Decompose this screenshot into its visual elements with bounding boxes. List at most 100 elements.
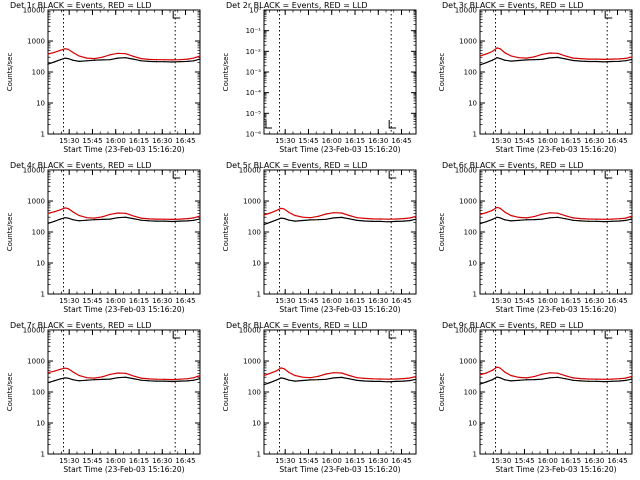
y-tick-label: 10⁻⁵ bbox=[246, 110, 262, 118]
events-point bbox=[580, 380, 582, 382]
events-point bbox=[603, 61, 605, 63]
x-tick-label: 16:15 bbox=[561, 137, 581, 145]
events-point bbox=[491, 59, 494, 61]
events-series-line bbox=[479, 376, 633, 385]
events-point bbox=[269, 221, 271, 223]
lld-point bbox=[124, 53, 127, 55]
lld-point bbox=[193, 377, 195, 379]
lld-point bbox=[491, 50, 494, 53]
lld-point bbox=[518, 376, 520, 379]
events-point bbox=[340, 216, 343, 218]
events-point bbox=[572, 379, 574, 381]
panel-det-7: Det 7r BLACK = Events, RED = LLD 1 10 100 10… bbox=[6, 321, 201, 474]
y-tick-label: 1 bbox=[41, 131, 45, 139]
events-point bbox=[186, 380, 189, 382]
events-point bbox=[193, 219, 195, 221]
y-tick-label: 10⁻² bbox=[246, 48, 262, 56]
events-point bbox=[595, 220, 597, 222]
lld-point bbox=[631, 375, 633, 377]
bracket-flag bbox=[604, 331, 613, 339]
events-point bbox=[294, 220, 296, 222]
x-axis-label: Start Time (23-Feb-03 15:16:20) bbox=[279, 465, 400, 474]
events-point bbox=[163, 220, 165, 222]
events-point bbox=[348, 218, 350, 220]
x-tick-label: 16:15 bbox=[345, 457, 365, 465]
events-point bbox=[491, 218, 494, 220]
events-point bbox=[179, 380, 181, 382]
x-tick-label: 15:45 bbox=[298, 137, 318, 145]
events-point bbox=[479, 383, 481, 385]
lld-point bbox=[611, 378, 613, 380]
lld-point bbox=[595, 58, 597, 60]
plot-frame bbox=[47, 329, 201, 455]
lld-point bbox=[78, 214, 80, 217]
events-point bbox=[541, 58, 543, 60]
x-tick-label: 15:30 bbox=[59, 137, 79, 145]
events-point bbox=[533, 218, 535, 221]
lld-point bbox=[53, 370, 55, 372]
lld-point bbox=[485, 53, 487, 55]
lld-point bbox=[525, 57, 528, 59]
lld-point bbox=[86, 377, 88, 379]
panel-title: Det 8r BLACK = Events, RED = LLD bbox=[226, 321, 368, 330]
events-point bbox=[479, 223, 481, 225]
lld-point bbox=[580, 218, 582, 220]
x-tick-label: 16:45 bbox=[607, 137, 627, 145]
events-point bbox=[541, 218, 543, 220]
events-point bbox=[395, 380, 397, 382]
lld-point bbox=[140, 217, 142, 219]
events-point bbox=[155, 380, 158, 382]
bracket-flag bbox=[388, 120, 397, 129]
x-axis-label: Start Time (23-Feb-03 15:16:20) bbox=[495, 145, 616, 154]
events-point bbox=[309, 379, 312, 381]
y-axis-label: Counts/sec bbox=[438, 53, 446, 92]
lld-point bbox=[618, 58, 621, 60]
events-point bbox=[409, 379, 411, 382]
events-point bbox=[518, 379, 520, 381]
events-point bbox=[415, 218, 417, 220]
x-tick-label: 16:00 bbox=[322, 137, 342, 145]
events-point bbox=[485, 62, 487, 64]
plot-frame bbox=[47, 169, 201, 295]
y-tick-label: 1 bbox=[41, 451, 45, 459]
y-axis-label: Counts/sec bbox=[222, 213, 230, 252]
events-point bbox=[117, 217, 119, 219]
lld-point bbox=[549, 52, 551, 54]
events-point bbox=[504, 219, 506, 221]
lld-point bbox=[402, 378, 405, 380]
events-point bbox=[53, 220, 55, 222]
events-point bbox=[86, 219, 88, 221]
events-point bbox=[53, 61, 55, 63]
lld-point bbox=[309, 217, 312, 219]
events-point bbox=[193, 60, 195, 62]
events-point bbox=[67, 377, 69, 379]
events-point bbox=[387, 221, 389, 223]
lld-point bbox=[364, 377, 366, 379]
lld-point bbox=[510, 214, 512, 217]
events-point bbox=[356, 379, 358, 382]
lld-point bbox=[132, 215, 134, 217]
lld-point bbox=[72, 371, 74, 373]
panel-det-1: Det 1r BLACK = Events, RED = LLD 1 10 100 10… bbox=[6, 1, 201, 154]
x-tick-label: 15:45 bbox=[298, 457, 318, 465]
x-tick-label: 16:30 bbox=[368, 137, 388, 145]
x-tick-label: 16:30 bbox=[368, 457, 388, 465]
events-point bbox=[93, 59, 96, 61]
y-tick-label: 10 bbox=[36, 260, 45, 268]
lld-point bbox=[140, 58, 142, 60]
lld-point bbox=[186, 218, 189, 220]
panel-title: Det 9r BLACK = Events, RED = LLD bbox=[442, 321, 584, 330]
x-axis-label: Start Time (23-Feb-03 15:16:20) bbox=[63, 145, 184, 154]
lld-point bbox=[533, 56, 535, 58]
lld-point bbox=[163, 218, 165, 220]
lld-point bbox=[603, 218, 605, 220]
lld-point bbox=[611, 218, 613, 220]
events-point bbox=[280, 377, 282, 379]
lld-point bbox=[132, 375, 134, 377]
events-point bbox=[140, 219, 142, 221]
events-point bbox=[485, 381, 487, 383]
events-point bbox=[64, 377, 66, 379]
lld-point bbox=[275, 370, 278, 372]
events-point bbox=[124, 376, 127, 378]
lld-point bbox=[533, 215, 535, 218]
